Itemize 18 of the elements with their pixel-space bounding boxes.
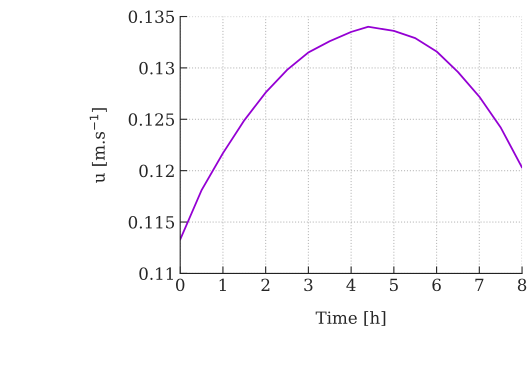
- x-tick-label: 1: [220, 278, 226, 291]
- y-tick-label: 0.13: [139, 62, 174, 74]
- line-series: [180, 26, 522, 240]
- y-axis-title: u [m.s$^{−1}$]: [90, 108, 107, 183]
- x-tick-label: 6: [432, 278, 441, 292]
- y-tick-label: 0.125: [128, 113, 174, 126]
- x-axis-title: Time [h]: [316, 311, 386, 326]
- x-tick-label: 4: [346, 278, 356, 291]
- y-tick-label: 0.135: [128, 10, 174, 24]
- x-tick-label: 7: [475, 278, 484, 291]
- x-tick-label: 2: [261, 278, 270, 291]
- x-tick-label: 5: [390, 278, 398, 292]
- x-tick-label: 3: [304, 278, 312, 292]
- y-tick-label: 0.115: [128, 216, 174, 229]
- x-tick-label: 0: [176, 278, 184, 292]
- x-tick-label: 8: [518, 278, 526, 292]
- y-tick-label: 0.11: [139, 267, 173, 280]
- y-tick-label: 0.12: [139, 164, 174, 178]
